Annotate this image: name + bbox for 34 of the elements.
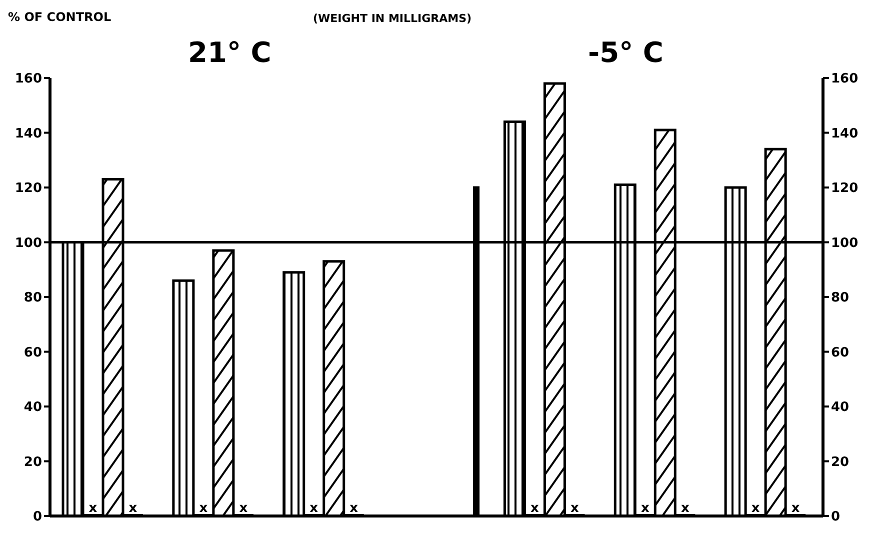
y2-tick-label: 100 <box>831 236 858 251</box>
data-label: x <box>310 501 319 516</box>
data-label: x <box>751 501 760 516</box>
y-tick-label: 0 <box>32 510 42 525</box>
y2-tick-label: 20 <box>831 454 850 470</box>
data-label: x <box>88 501 98 516</box>
y-tick-label: 160 <box>14 72 42 87</box>
data-label: x <box>791 501 800 516</box>
y2-tick-label: 0 <box>831 510 840 525</box>
y-tick-label: 60 <box>24 345 42 360</box>
data-label: x <box>350 501 359 516</box>
y-tick-label: 20 <box>24 454 42 470</box>
y-tick-label: 80 <box>24 290 42 306</box>
y-axis-title: % OF CONTROL <box>8 10 112 24</box>
data-label: x <box>570 501 580 516</box>
data-label: x <box>239 501 248 516</box>
text: 21° C <box>188 36 272 69</box>
text: -5° C <box>588 36 664 69</box>
data-label: x <box>128 501 138 516</box>
y2-tick-label: 140 <box>831 126 858 142</box>
y-tick-label: 140 <box>14 126 42 142</box>
y2-tick-label: 120 <box>831 181 858 196</box>
data-label: x <box>640 501 650 516</box>
chart-title: (WEIGHT IN MILLIGRAMS) <box>313 12 472 25</box>
y2-tick-label: 80 <box>831 290 850 306</box>
y-tick-label: 100 <box>14 236 42 251</box>
y-tick-label: 40 <box>24 400 42 416</box>
y-tick-label: 120 <box>14 181 42 196</box>
data-label: x <box>530 501 540 516</box>
data-label: x <box>199 501 208 516</box>
y2-tick-label: 40 <box>831 400 850 416</box>
y2-tick-label: 60 <box>831 345 850 360</box>
y2-tick-label: 160 <box>831 72 858 87</box>
data-label: x <box>680 501 690 516</box>
